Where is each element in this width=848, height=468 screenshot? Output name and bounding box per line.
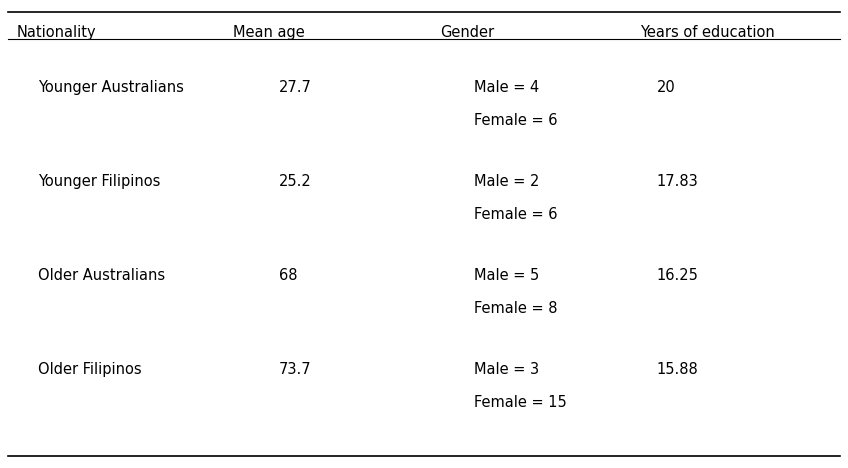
Text: Mean age: Mean age [233, 25, 304, 40]
Text: 25.2: 25.2 [278, 175, 311, 190]
Text: Older Filipinos: Older Filipinos [37, 362, 141, 377]
Text: Female = 6: Female = 6 [474, 207, 557, 222]
Text: Female = 15: Female = 15 [474, 395, 566, 410]
Text: Younger Filipinos: Younger Filipinos [37, 175, 160, 190]
Text: Male = 2: Male = 2 [474, 175, 539, 190]
Text: 27.7: 27.7 [278, 80, 311, 95]
Text: Older Australians: Older Australians [37, 268, 165, 284]
Text: Male = 5: Male = 5 [474, 268, 539, 284]
Text: 17.83: 17.83 [656, 175, 699, 190]
Text: Younger Australians: Younger Australians [37, 80, 183, 95]
Text: Years of education: Years of education [640, 25, 775, 40]
Text: Male = 3: Male = 3 [474, 362, 539, 377]
Text: 15.88: 15.88 [656, 362, 699, 377]
Text: Female = 6: Female = 6 [474, 113, 557, 128]
Text: 73.7: 73.7 [278, 362, 311, 377]
Text: 16.25: 16.25 [656, 268, 699, 284]
Text: Nationality: Nationality [17, 25, 97, 40]
Text: Female = 8: Female = 8 [474, 301, 557, 316]
Text: Male = 4: Male = 4 [474, 80, 539, 95]
Text: Gender: Gender [441, 25, 494, 40]
Text: 68: 68 [278, 268, 297, 284]
Text: 20: 20 [656, 80, 676, 95]
